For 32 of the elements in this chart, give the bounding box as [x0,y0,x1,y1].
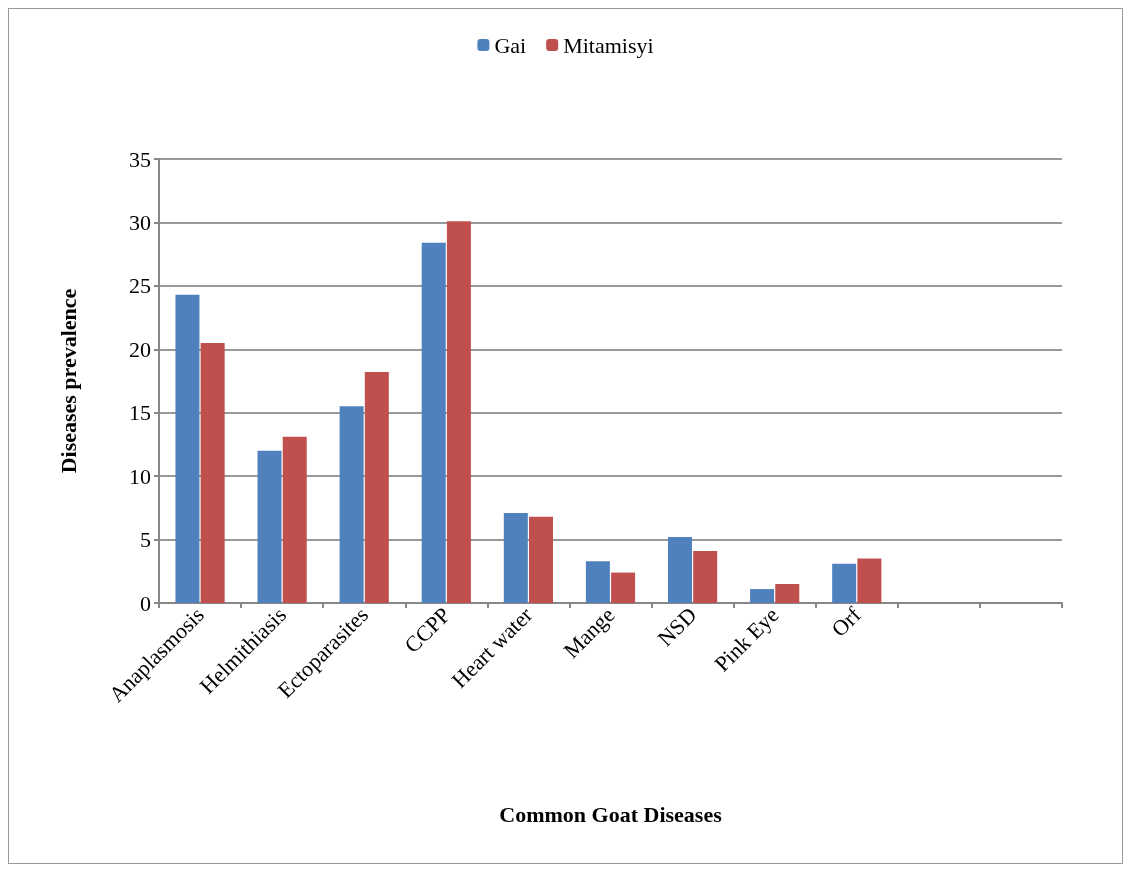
y-tick-label: 10 [129,463,151,489]
legend-label: Mitamisyi [563,32,654,58]
bar [750,589,775,603]
bar [200,342,225,603]
y-tick-label: 25 [129,273,151,299]
bar [611,572,636,603]
bar [257,450,282,603]
bar [693,550,718,603]
legend-label: Gai [494,32,527,58]
y-tick-label: 35 [129,146,151,172]
y-tick-label: 5 [140,527,151,553]
y-tick-label: 30 [129,209,151,235]
bar [503,512,528,603]
x-tick-label: Pink Eye [709,602,784,677]
y-tick-label: 0 [140,590,151,616]
bar [282,436,307,603]
bar [857,558,882,603]
bar [339,406,364,603]
bar [529,516,554,603]
bar [775,583,800,603]
x-tick-label: Orf [826,601,867,642]
bar [667,537,692,603]
bar [832,563,857,603]
bar [421,242,446,603]
y-tick-label: 15 [129,400,151,426]
y-axis-title: Diseases prevalence [55,288,81,474]
bar [585,561,610,603]
bar [364,372,389,603]
y-tick-label: 20 [129,336,151,362]
bar [175,294,200,603]
bar [446,221,471,603]
x-axis-title: Common Goat Diseases [499,801,723,827]
